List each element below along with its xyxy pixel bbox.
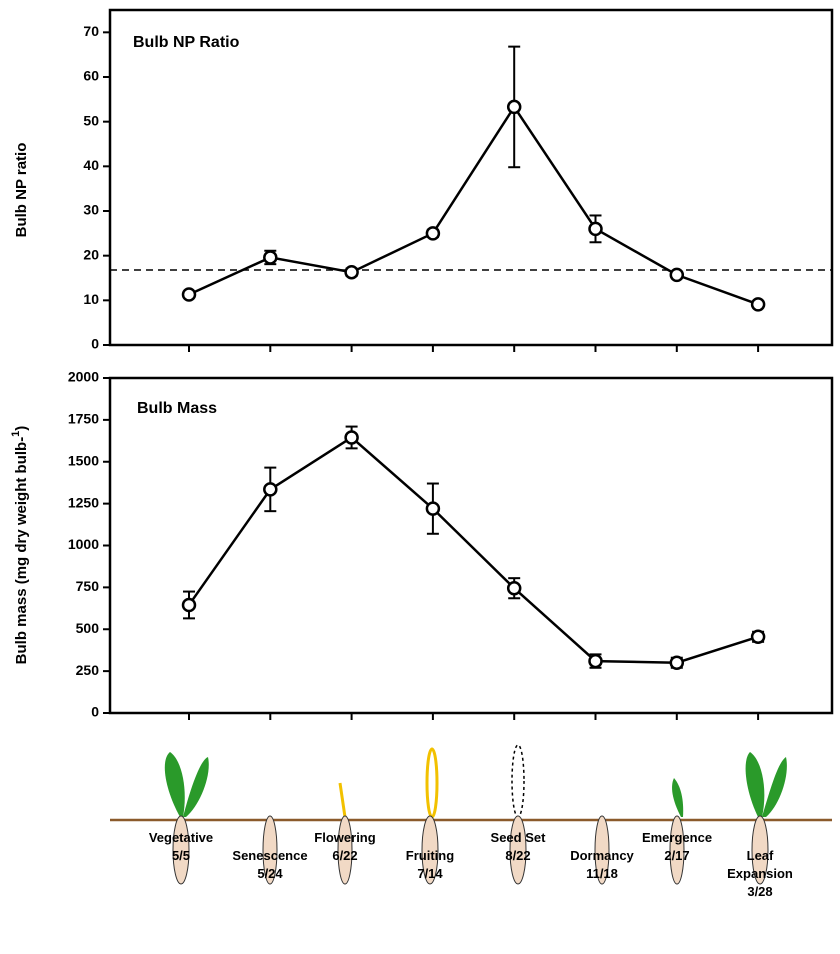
bulb (669, 815, 685, 885)
stage-name: Seed Set (490, 830, 546, 845)
seed-pod (511, 744, 525, 818)
data-point (181, 597, 197, 613)
stage-name: Emergence (641, 830, 713, 845)
y-tick-label: 70 (83, 23, 99, 39)
leaf (762, 757, 787, 817)
y-tick-label: 10 (83, 291, 99, 307)
stage-label: Dormancy 11/18 (560, 847, 644, 883)
data-point (181, 287, 197, 302)
bulb (337, 815, 353, 885)
stage-name: Dormancy (570, 848, 634, 863)
bulb (421, 815, 439, 885)
data-point (263, 482, 278, 497)
data-point (669, 655, 685, 670)
bulb (594, 815, 610, 885)
data-point (750, 629, 766, 645)
panel-title: Bulb NP Ratio (133, 34, 240, 51)
stage-label: Vegetative 5/5 (139, 829, 223, 865)
flower-stalk (338, 782, 347, 818)
stage-date: 11/18 (586, 866, 618, 881)
stage-name: Leaf Expansion (727, 848, 793, 881)
y-tick-label: 60 (83, 68, 99, 84)
y-tick-label: 1500 (68, 452, 99, 468)
data-point (425, 226, 441, 241)
illustration (110, 744, 832, 885)
y-tick-label: 40 (83, 157, 99, 173)
y-tick-label: 750 (76, 578, 100, 594)
y-tick-label: 0 (91, 704, 99, 720)
data-point (506, 580, 522, 596)
stage-date: 7/14 (417, 866, 443, 881)
data-point (506, 99, 522, 115)
data-point (588, 653, 603, 669)
stage-name: Flowering (314, 830, 376, 845)
y-axis-label-text: Bulb mass (mg dry weight bulb- (13, 437, 30, 665)
data-point (425, 501, 441, 516)
stage-label: Seed Set 8/22 (476, 829, 560, 865)
y-tick-label: 0 (91, 336, 99, 352)
stage-date: 8/22 (505, 848, 531, 863)
y-tick-label: 250 (76, 662, 100, 678)
stage-name: Senescence (232, 848, 308, 863)
panel-title: Bulb Mass (137, 400, 217, 417)
data-line (187, 435, 759, 665)
data-point (588, 221, 603, 237)
bulb (509, 815, 527, 885)
plot-frame (108, 8, 834, 347)
y-axis-label-text: Bulb NP ratio (13, 143, 30, 238)
y-tick-label: 2000 (68, 369, 99, 385)
data-point (750, 297, 766, 312)
leaf (183, 757, 209, 817)
data-point (344, 430, 359, 445)
stage-date: 5/5 (171, 848, 191, 863)
leaf (164, 752, 185, 817)
stage-label: Senescence 5/24 (228, 847, 312, 883)
bulb (262, 815, 278, 885)
stage-name: Vegetative (148, 830, 214, 845)
data-line (188, 104, 759, 306)
data-point (263, 250, 278, 265)
y-axis-label-end: ) (13, 426, 30, 431)
stage-date: 2/17 (664, 848, 690, 863)
y-tick-label: 20 (83, 246, 99, 262)
stage-date: 5/24 (257, 866, 283, 881)
y-tick-label: 30 (83, 202, 99, 218)
y-tick-label: 500 (76, 620, 100, 636)
stage-date: 6/22 (332, 848, 358, 863)
fruit (425, 747, 439, 819)
bulb (751, 815, 769, 885)
stage-label: Flowering 6/22 (303, 829, 387, 865)
y-axis-label-superscript: 1 (10, 431, 22, 437)
y-axis-label: Bulb NP ratio (13, 143, 30, 238)
data-point (669, 267, 685, 283)
leaf (672, 778, 684, 817)
y-axis-label: Bulb mass (mg dry weight bulb-1) (10, 426, 30, 665)
bulb (172, 815, 190, 885)
y-tick-label: 1750 (68, 411, 99, 427)
leaf (745, 752, 765, 817)
stage-label: Fruiting 7/14 (388, 847, 472, 883)
stage-label: Emergence 2/17 (635, 829, 719, 865)
stage-label: Leaf Expansion 3/28 (725, 847, 795, 901)
stage-name: Fruiting (405, 848, 455, 863)
y-tick-label: 1250 (68, 494, 99, 510)
y-tick-label: 50 (83, 112, 99, 128)
data-point (344, 264, 359, 280)
stage-date: 3/28 (747, 884, 773, 899)
y-tick-label: 1000 (68, 536, 99, 552)
